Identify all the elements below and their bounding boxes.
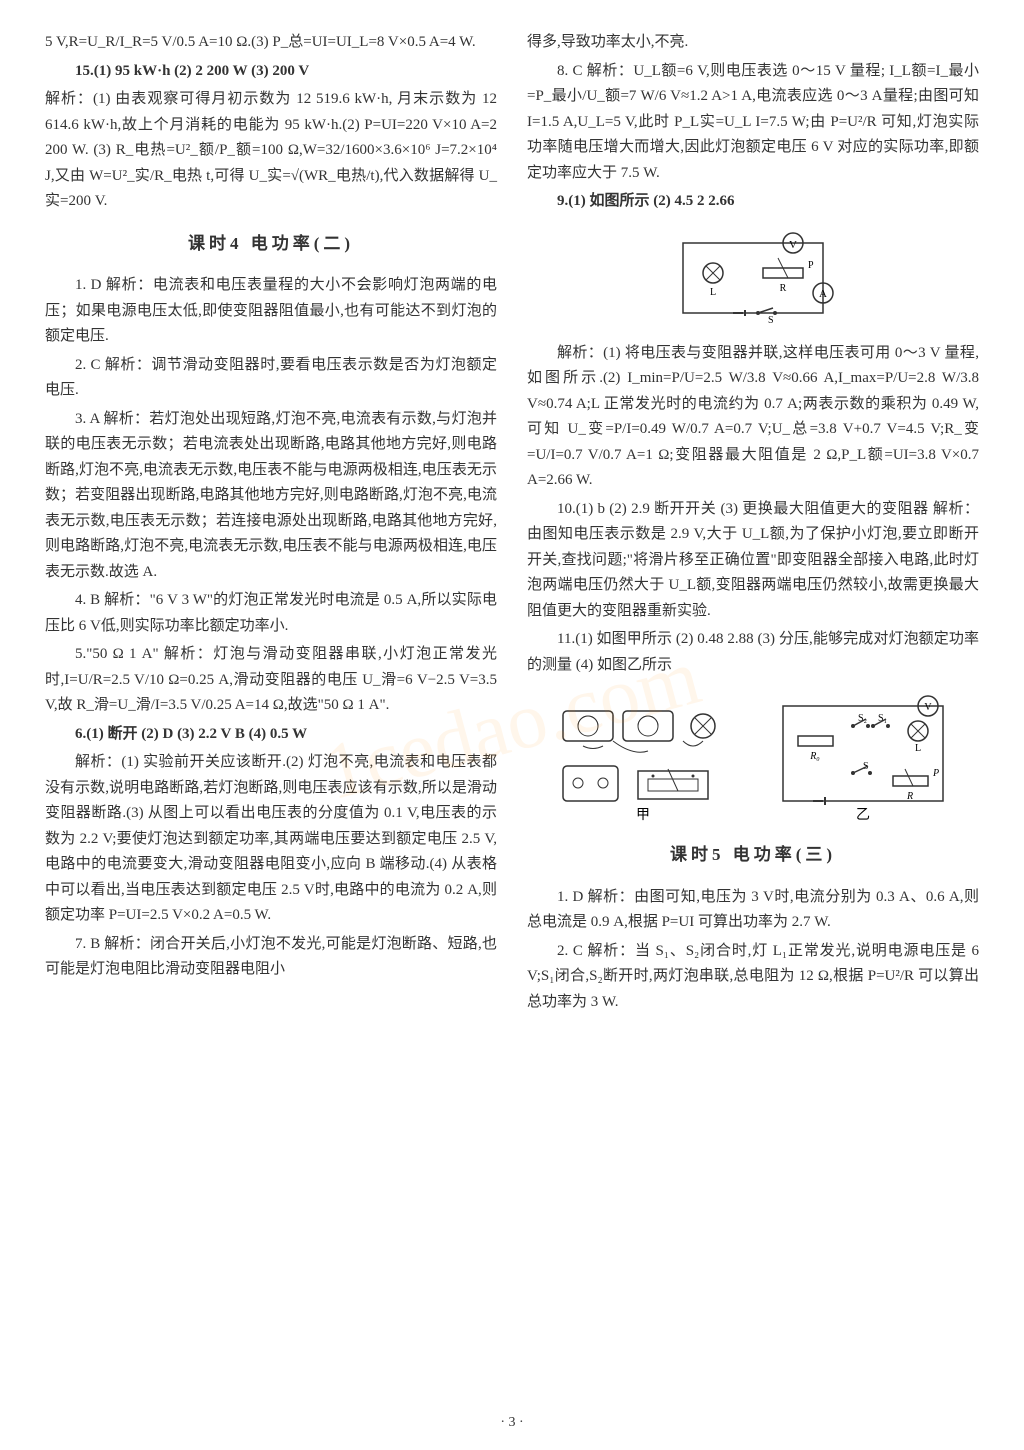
svg-text:L: L bbox=[710, 287, 716, 298]
s4-item-2: 2. C 解析：调节滑动变阻器时,要看电压表示数是否为灯泡额定电压. bbox=[45, 353, 497, 404]
s4-item-6: 6.(1) 断开 (2) D (3) 2.2 V B (4) 0.5 W bbox=[45, 722, 497, 748]
s5-item-1: 1. D 解析：由图可知,电压为 3 V时,电流分别为 0.3 A、0.6 A,… bbox=[527, 885, 979, 936]
page-number: · 3 · bbox=[500, 1411, 523, 1435]
s4-item-4: 4. B 解析："6 V 3 W"的灯泡正常发光时电流是 0.5 A,所以实际电… bbox=[45, 588, 497, 639]
page-content: 5 V,R=U_R/I_R=5 V/0.5 A=10 Ω.(3) P_总=UI=… bbox=[45, 30, 979, 1018]
svg-text:R: R bbox=[906, 791, 913, 802]
s4-item-6-analysis: 解析：(1) 实验前开关应该断开.(2) 灯泡不亮,电流表和电压表都没有示数,说… bbox=[45, 750, 497, 929]
circuit-diagram-9: V L P R A S bbox=[527, 223, 979, 333]
section-4-title: 课时4 电功率(二) bbox=[45, 230, 497, 259]
circuit-svg-11: 甲 V S₂ S₁ L bbox=[543, 686, 963, 826]
svg-text:V: V bbox=[789, 239, 797, 251]
svg-text:S: S bbox=[768, 315, 774, 326]
svg-text:R: R bbox=[780, 283, 787, 294]
s4-item-10: 10.(1) b (2) 2.9 断开开关 (3) 更换最大阻值更大的变阻器 解… bbox=[527, 497, 979, 625]
s4-item-11: 11.(1) 如图甲所示 (2) 0.48 2.88 (3) 分压,能够完成对灯… bbox=[527, 627, 979, 678]
svg-text:L: L bbox=[915, 743, 921, 754]
circuit-svg-9: V L P R A S bbox=[663, 223, 843, 333]
left-column: 5 V,R=U_R/I_R=5 V/0.5 A=10 Ω.(3) P_总=UI=… bbox=[45, 30, 497, 1018]
s4-item-7: 7. B 解析：闭合开关后,小灯泡不发光,可能是灯泡断路、短路,也可能是灯泡电阻… bbox=[45, 932, 497, 983]
s4-item-3: 3. A 解析：若灯泡处出现短路,灯泡不亮,电流表有示数,与灯泡并联的电压表无示… bbox=[45, 407, 497, 586]
opening-text: 5 V,R=U_R/I_R=5 V/0.5 A=10 Ω.(3) P_总=UI=… bbox=[45, 30, 497, 56]
circuit-diagram-11: 甲 V S₂ S₁ L bbox=[527, 686, 979, 826]
svg-text:R₀: R₀ bbox=[809, 751, 820, 762]
s4-item-5: 5."50 Ω 1 A" 解析：灯泡与滑动变阻器串联,小灯泡正常发光时,I=U/… bbox=[45, 642, 497, 719]
section-5-title: 课时5 电功率(三) bbox=[527, 841, 979, 870]
s4-item-1: 1. D 解析：电流表和电压表量程的大小不会影响灯泡两端的电压；如果电源电压太低… bbox=[45, 273, 497, 350]
item-15-analysis: 解析：(1) 由表观察可得月初示数为 12 519.6 kW·h, 月末示数为 … bbox=[45, 87, 497, 215]
svg-text:P: P bbox=[932, 768, 939, 779]
continuation-text: 得多,导致功率太小,不亮. bbox=[527, 30, 979, 56]
s4-item-8: 8. C 解析：U_L额=6 V,则电压表选 0～15 V 量程; I_L额=I… bbox=[527, 59, 979, 187]
s4-item-9: 9.(1) 如图所示 (2) 4.5 2 2.66 bbox=[527, 189, 979, 215]
svg-text:V: V bbox=[924, 702, 932, 713]
svg-text:A: A bbox=[819, 288, 827, 300]
svg-text:P: P bbox=[808, 260, 814, 271]
fig-caption-left: 甲 bbox=[636, 808, 650, 823]
right-column: 得多,导致功率太小,不亮. 8. C 解析：U_L额=6 V,则电压表选 0～1… bbox=[527, 30, 979, 1018]
s4-item-9-analysis: 解析：(1) 将电压表与变阻器并联,这样电压表可用 0～3 V 量程,如图所示.… bbox=[527, 341, 979, 494]
fig-caption-right: 乙 bbox=[856, 807, 870, 823]
s5-item-2: 2. C 解析：当 S₁、S₂闭合时,灯 L₁正常发光,说明电源电压是 6 V;… bbox=[527, 939, 979, 1016]
item-15: 15.(1) 95 kW·h (2) 2 200 W (3) 200 V bbox=[45, 59, 497, 85]
